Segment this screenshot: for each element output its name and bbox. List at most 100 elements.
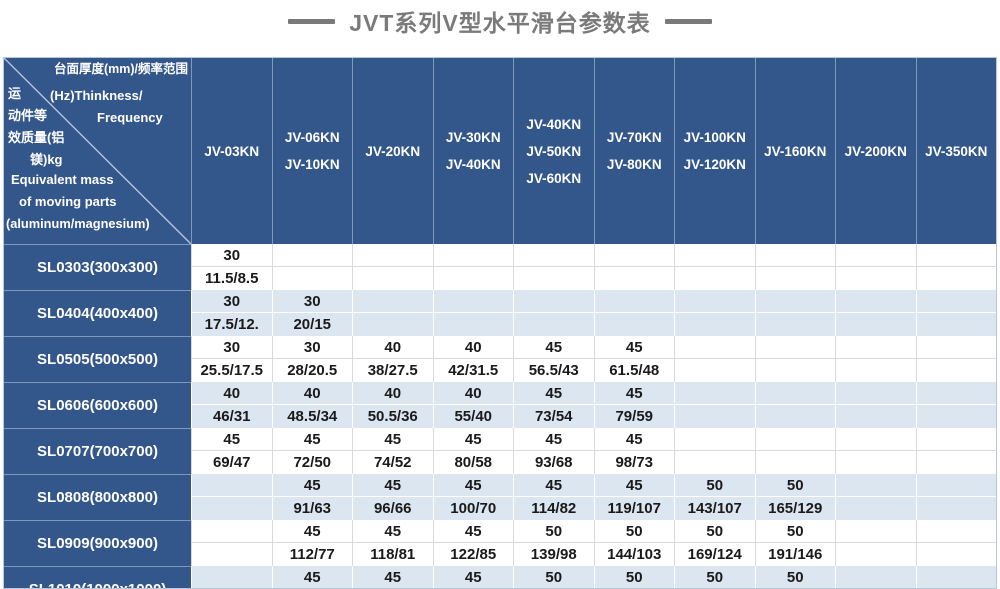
- data-cell: 45 74/52: [352, 428, 433, 474]
- data-cell: 45 112/77: [271, 520, 352, 566]
- row-label: SL0909(900x900): [4, 520, 191, 566]
- table-row: SL0707(700x700) 45 69/47 45 72/50 45 74/52 45 80…: [4, 428, 996, 474]
- thickness-value: [836, 520, 916, 543]
- data-cell: 30 20/15: [271, 290, 352, 336]
- data-cell: [352, 290, 433, 336]
- thickness-value: 30: [192, 336, 272, 359]
- frequency-value: [917, 267, 997, 290]
- thickness-value: [755, 428, 835, 451]
- frequency-value: 50.5/36: [367, 408, 418, 425]
- data-cell: 30 25.5/17.5: [191, 336, 272, 382]
- frequency-value: 79/59: [615, 408, 654, 425]
- data-cell: 40 48.5/34: [271, 382, 352, 428]
- column-header: JV-03KN: [191, 58, 272, 244]
- thickness-value: 45: [514, 474, 594, 497]
- data-cell: [674, 290, 755, 336]
- frequency-value: [836, 543, 916, 566]
- diagonal-line-icon: [4, 58, 191, 244]
- column-header-label: JV-70KN: [606, 130, 662, 145]
- thickness-value: [353, 244, 433, 267]
- row-label: SL1010(1000x1000): [4, 566, 191, 588]
- frequency-value: [192, 497, 272, 520]
- thickness-value: 45: [433, 474, 513, 497]
- data-cell: [593, 244, 674, 290]
- column-header: JV-30KN JV-40KN: [432, 58, 514, 244]
- frequency-value: [836, 405, 916, 428]
- column-header-label: JV-350KN: [925, 143, 988, 159]
- column-header-label: JV-20KN: [365, 143, 421, 159]
- frequency-value: 119/107: [607, 500, 661, 517]
- thickness-value: 45: [433, 428, 513, 451]
- thickness-value: [675, 428, 755, 451]
- thickness-value: 45: [272, 520, 352, 543]
- data-cell: 45 69/47: [191, 428, 272, 474]
- thickness-value: 45: [514, 382, 594, 405]
- frequency-value: [675, 359, 755, 382]
- thickness-value: 30: [272, 290, 352, 313]
- column-header: JV-350KN: [915, 58, 997, 244]
- frequency-value: 55/40: [454, 408, 493, 425]
- table-row: SL0404(400x400) 30 17.5/12. 30 20/15: [4, 290, 996, 336]
- frequency-value: [273, 267, 353, 290]
- table-row: SL0303(300x300) 30 11.5/8.5: [4, 244, 996, 290]
- corner-top-label-en1: (Hz)Thinkness/: [50, 88, 143, 103]
- column-header-label: JV-40KN: [526, 116, 582, 132]
- data-cell: [915, 336, 997, 382]
- data-cell: [835, 474, 916, 520]
- thickness-value: 50: [756, 566, 836, 588]
- column-header-label: JV-50KN: [526, 143, 582, 159]
- frequency-value: 48.5/34: [287, 408, 338, 425]
- frequency-value: [353, 267, 433, 290]
- data-cell: 50 144/103: [593, 520, 674, 566]
- data-cell: 50 169/124: [674, 520, 755, 566]
- header-row: 台面厚度(mm)/频率范围 运 (Hz)Thinkness/ 动件等 Frequ…: [4, 58, 996, 244]
- thickness-value: [353, 290, 433, 313]
- frequency-value: [675, 405, 755, 428]
- data-cell: 45 79/59: [593, 382, 674, 428]
- column-header: JV-40KN JV-50KN JV-60KN: [513, 58, 594, 244]
- frequency-value: [917, 497, 997, 520]
- frequency-value: 98/73: [615, 454, 654, 471]
- frequency-value: [434, 267, 514, 290]
- column-header-label: JV-60KN: [526, 170, 582, 186]
- frequency-value: 191/146: [768, 546, 823, 563]
- corner-side-label-en2: of moving parts: [19, 194, 117, 209]
- frequency-value: 169/124: [687, 546, 742, 563]
- thickness-value: 50: [514, 566, 594, 588]
- data-cell: 45 96/66: [352, 474, 433, 520]
- column-header: JV-70KN JV-80KN: [593, 58, 675, 244]
- data-cell: [915, 290, 996, 336]
- data-cell: [513, 290, 594, 336]
- data-cell: [674, 382, 755, 428]
- data-cell: 40 38/27.5: [352, 336, 433, 382]
- frequency-value: 61.5/48: [609, 362, 660, 379]
- table-row: SL0909(900x900) 45 112/77 45 118/81 45 122/85 5…: [4, 520, 996, 566]
- data-cell: 45 98/73: [593, 428, 674, 474]
- thickness-value: [836, 290, 916, 313]
- frequency-value: 73/54: [534, 408, 573, 425]
- data-cell: 45: [271, 566, 353, 588]
- thickness-value: 45: [273, 566, 353, 588]
- frequency-value: 25.5/17.5: [200, 362, 264, 379]
- data-cell: [835, 336, 916, 382]
- thickness-value: 45: [192, 428, 272, 451]
- frequency-value: 38/27.5: [367, 362, 418, 379]
- frequency-value: [917, 451, 997, 474]
- data-cell: [835, 520, 916, 566]
- column-header: JV-20KN: [352, 58, 433, 244]
- data-cell: [915, 382, 996, 428]
- thickness-value: 50: [675, 566, 755, 588]
- column-header: JV-160KN: [754, 58, 836, 244]
- thickness-value: [755, 382, 835, 405]
- data-cell: 30 28/20.5: [271, 336, 352, 382]
- row-label: SL0404(400x400): [4, 290, 191, 336]
- frequency-value: 93/68: [534, 454, 573, 471]
- data-cell: 50: [513, 566, 594, 588]
- data-cell: [915, 520, 997, 566]
- frequency-value: [917, 543, 997, 566]
- thickness-value: 45: [514, 428, 594, 451]
- frequency-value: 91/63: [293, 500, 332, 517]
- frequency-value: 112/77: [289, 546, 335, 563]
- frequency-value: [917, 359, 997, 382]
